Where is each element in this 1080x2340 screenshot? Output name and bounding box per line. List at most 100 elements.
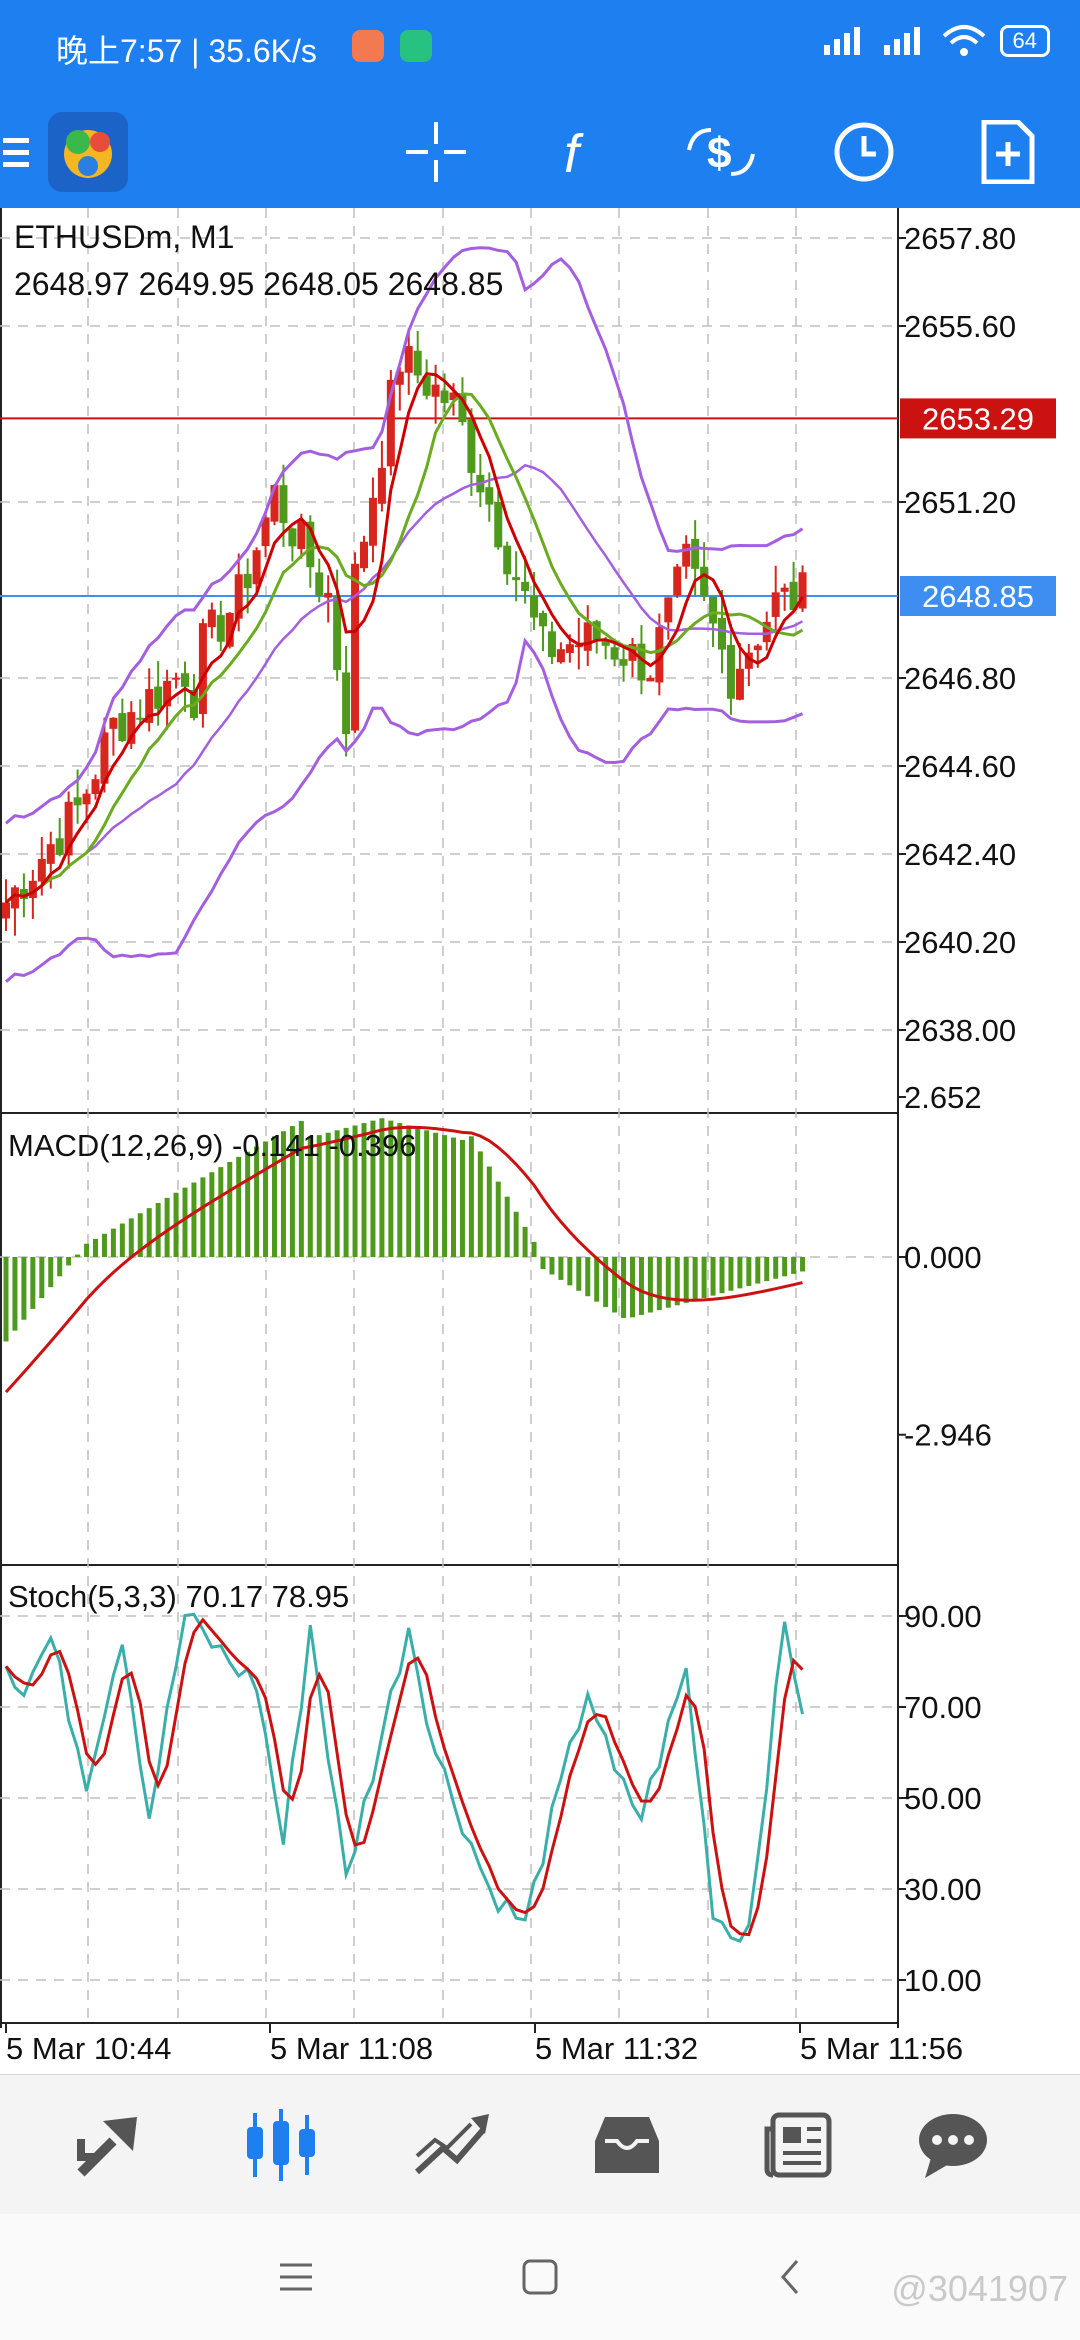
top-app-bar: 晚上7:57 | 35.6K/s 64 f $ [0,0,1080,208]
red-price-tag [900,398,1056,439]
macd-histogram-bar [101,1233,107,1257]
candle-body [556,649,565,663]
candle-body [673,566,682,596]
macd-histogram-bar [12,1257,18,1331]
macd-histogram-bar [388,1120,394,1257]
candle-body [691,538,700,569]
macd-histogram-bar [674,1257,680,1306]
macd-histogram-bar [665,1257,671,1308]
stoch-main-line [4,1612,804,1943]
chart-icon[interactable] [206,2075,356,2215]
macd-histogram-bar [227,1161,233,1257]
back-icon[interactable] [750,2244,830,2310]
menu-icon[interactable] [256,2244,336,2310]
macd-histogram-bar [424,1130,430,1257]
time-label: 5 Mar 11:32 [535,2031,698,2066]
candle-body [288,528,297,547]
candle-body [458,393,467,423]
macd-histogram-bar [164,1197,170,1257]
macd-histogram-bar [21,1257,27,1320]
candle-body [324,592,333,598]
candle-body [565,644,574,653]
price-label: 2644.60 [904,749,1016,784]
chat-icon[interactable] [878,2075,1028,2215]
macd-histogram-bar [576,1257,582,1291]
stoch-signal-line [4,1617,804,1937]
price-label: 2648.85 [922,579,1034,614]
new-document-icon[interactable] [968,96,1048,208]
candle-body [243,573,252,589]
status-bar: 晚上7:57 | 35.6K/s 64 [0,0,1080,96]
candle-body [682,543,691,567]
candle-body [637,643,646,681]
candle-body [252,550,261,585]
candle-body [753,645,762,651]
signal-icon [823,27,860,55]
status-icons: 64 [822,24,1050,58]
macd-histogram-bar [110,1228,116,1257]
time-label: 5 Mar 10:44 [6,2031,171,2066]
history-icon[interactable] [552,2075,702,2215]
notification-app-icon [352,30,384,62]
news-icon[interactable] [724,2075,874,2215]
bollinger-lower [5,637,804,983]
macd-histogram-bar [656,1257,662,1311]
macd-pane[interactable] [3,1118,806,1394]
trade-dollar-icon[interactable]: $ [676,96,766,208]
macd-histogram-bar [451,1137,456,1257]
candle-body [539,612,547,627]
macd-histogram-bar [343,1127,349,1257]
crosshair-icon[interactable] [396,96,476,208]
macd-signal-line [4,1125,803,1394]
candle-body [762,621,771,643]
wifi-icon [942,25,985,56]
candle-body [64,801,73,856]
ohlc-values: 2648.97 2649.95 2648.05 2648.85 [14,266,503,302]
svg-text:$: $ [707,129,731,178]
app-logo-icon[interactable] [46,96,130,208]
menu-icon[interactable] [0,96,36,208]
candle-body [368,497,377,546]
stoch-title: Stoch(5,3,3) 70.17 78.95 [8,1579,349,1614]
macd-histogram-bar [280,1131,286,1257]
candle-body [744,652,753,669]
macd-histogram-bar [603,1257,609,1308]
macd-histogram-bar [245,1151,251,1257]
status-time: 晚上7:57 | 35.6K/s [56,33,317,69]
macd-histogram-bar [155,1203,161,1257]
home-icon[interactable] [500,2244,580,2310]
candle-body [512,577,521,581]
macd-histogram-bar [621,1257,627,1318]
candle-body [700,566,709,597]
candle-body [646,677,655,682]
candle-body [154,686,163,709]
price-label: 2655.60 [904,309,1016,344]
macd-histogram-bar [567,1257,573,1286]
candle-body [351,563,360,731]
macd-histogram-bar [755,1257,761,1284]
candle-body [163,680,172,707]
symbol-label: ETHUSDm, M1 [14,219,234,255]
macd-histogram-bar [370,1120,376,1257]
chart-area[interactable]: ETHUSDm, M1 2648.97 2649.95 2648.05 2648… [0,208,1080,2068]
clock-icon[interactable] [824,96,904,208]
macd-histogram-bar [263,1141,269,1257]
price-label: 2653.29 [922,401,1034,436]
quotes-icon[interactable] [34,2075,184,2215]
macd-histogram-bar [57,1257,63,1277]
candle-body [485,487,494,505]
candle-body [521,581,530,591]
indicators-icon[interactable]: f [540,96,620,208]
candle-body [709,596,718,624]
macd-histogram-bar [254,1146,260,1257]
stoch-pane[interactable] [4,1612,804,1943]
macd-histogram-bar [397,1123,403,1257]
macd-histogram-bar [218,1167,224,1257]
trade-icon[interactable] [378,2075,528,2215]
price-chart[interactable]: ETHUSDm, M1 2648.97 2649.95 2648.05 2648… [0,208,1080,2068]
price-pane[interactable] [0,246,898,983]
macd-histogram-bar [477,1151,483,1257]
macd-histogram-bar [298,1120,304,1257]
macd-histogram-bar [325,1132,331,1257]
macd-title: MACD(12,26,9) -0.141 -0.396 [8,1128,416,1163]
